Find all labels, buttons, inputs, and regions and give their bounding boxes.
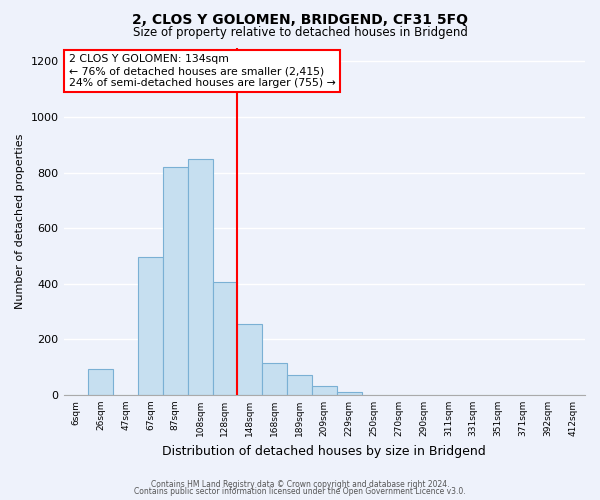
Bar (163, 167, 188, 395)
Bar (88, 368, 113, 395)
Bar (188, 159, 212, 395)
X-axis label: Distribution of detached houses by size in Bridgend: Distribution of detached houses by size … (163, 444, 486, 458)
Text: Contains public sector information licensed under the Open Government Licence v3: Contains public sector information licen… (134, 487, 466, 496)
Bar (312, 386, 337, 395)
Bar (238, 324, 262, 395)
Text: Contains HM Land Registry data © Crown copyright and database right 2024.: Contains HM Land Registry data © Crown c… (151, 480, 449, 489)
Text: 2 CLOS Y GOLOMEN: 134sqm
← 76% of detached houses are smaller (2,415)
24% of sem: 2 CLOS Y GOLOMEN: 134sqm ← 76% of detach… (69, 54, 335, 88)
Bar (262, 363, 287, 395)
Text: Size of property relative to detached houses in Bridgend: Size of property relative to detached ho… (133, 26, 467, 39)
Text: 2, CLOS Y GOLOMEN, BRIDGEND, CF31 5FQ: 2, CLOS Y GOLOMEN, BRIDGEND, CF31 5FQ (132, 12, 468, 26)
Bar (212, 282, 238, 395)
Bar (337, 392, 362, 395)
Bar (287, 376, 312, 395)
Bar (138, 258, 163, 395)
Y-axis label: Number of detached properties: Number of detached properties (15, 134, 25, 309)
